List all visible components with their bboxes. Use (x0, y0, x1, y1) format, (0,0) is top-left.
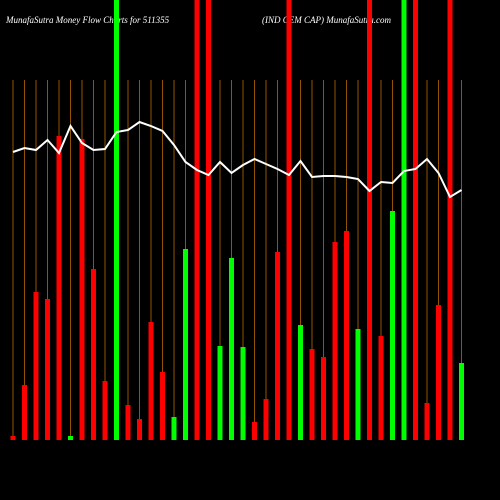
bar (286, 0, 292, 440)
bar (344, 231, 349, 440)
bar (309, 349, 315, 440)
bar (79, 139, 85, 440)
bar (355, 329, 361, 440)
bar (33, 292, 39, 440)
bar (160, 372, 165, 440)
chart-subtitle: (IND CEM CAP) MunafaSutra.com (262, 15, 391, 25)
money-flow-line (12, 120, 463, 199)
bar (56, 136, 62, 440)
bar (68, 436, 73, 440)
bar (229, 258, 234, 440)
bar (436, 305, 441, 440)
bar (10, 436, 16, 440)
chart-title: MunafaSutra Money Flow Charts for 511355 (5, 15, 170, 25)
bar (114, 0, 119, 440)
bar (171, 417, 177, 440)
bar (240, 347, 246, 440)
bar (217, 346, 223, 440)
bar (298, 325, 303, 440)
bar (321, 357, 326, 440)
bar (447, 0, 453, 440)
bar (378, 336, 384, 440)
bar (252, 422, 257, 440)
bar (390, 211, 395, 440)
bar (275, 252, 280, 440)
bar (22, 385, 27, 440)
bar (263, 399, 269, 440)
bar (125, 405, 131, 440)
bar (91, 269, 96, 440)
bar (206, 0, 211, 440)
bar (194, 0, 200, 440)
bar (367, 0, 372, 440)
bar (137, 419, 142, 440)
bar (148, 322, 154, 440)
bar (45, 299, 50, 440)
bar (459, 363, 464, 440)
bar (424, 403, 430, 440)
bar (332, 242, 338, 440)
bar (413, 0, 418, 440)
bar (183, 249, 188, 440)
bar (401, 0, 407, 440)
bar (102, 381, 108, 440)
